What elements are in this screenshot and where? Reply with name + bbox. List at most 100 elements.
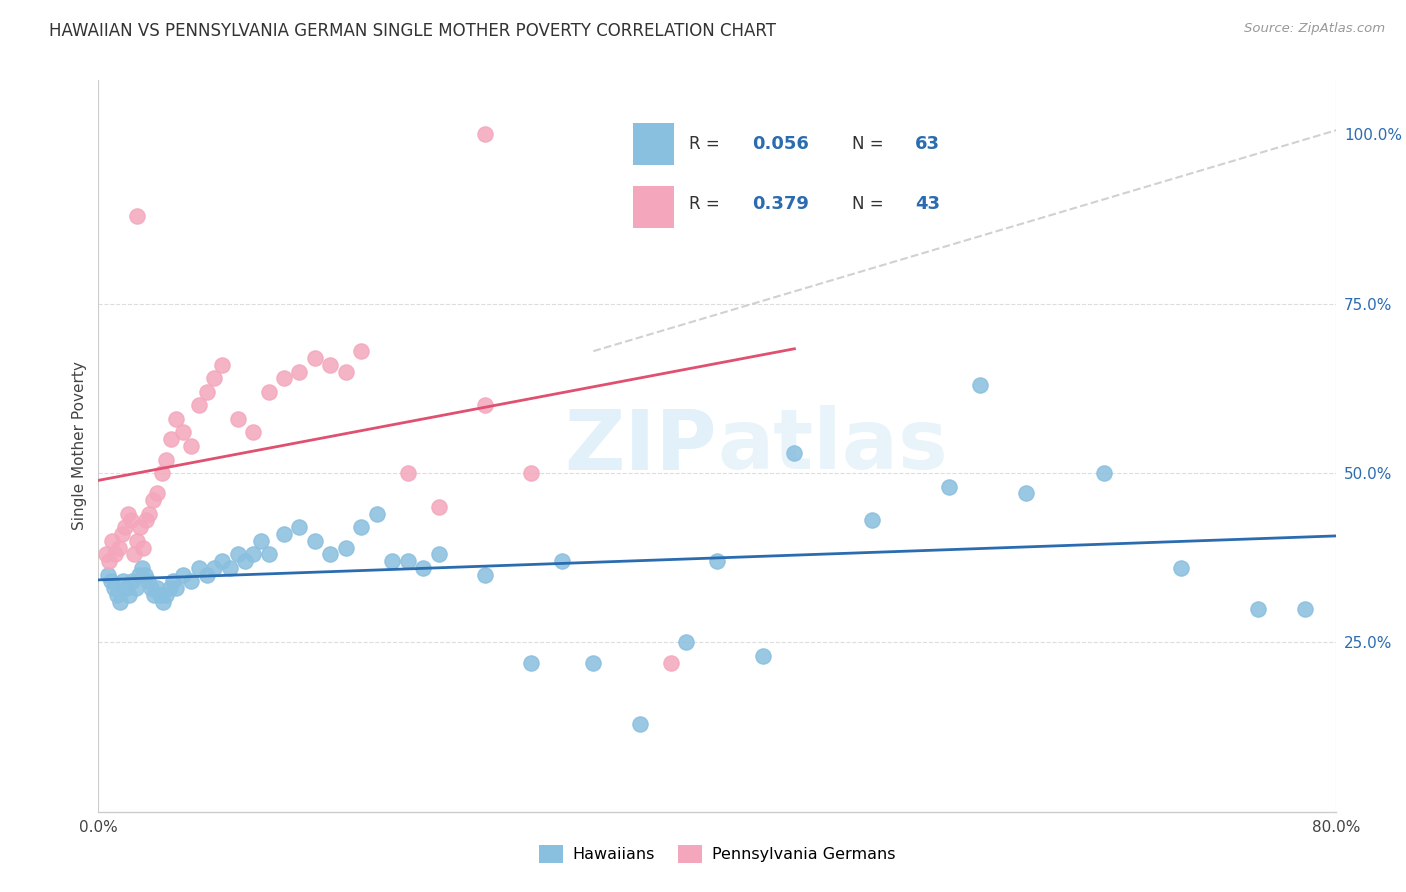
Point bbox=[396, 466, 419, 480]
Point bbox=[257, 547, 280, 561]
Text: R =: R = bbox=[689, 135, 724, 153]
Legend: Hawaiians, Pennsylvania Germans: Hawaiians, Pennsylvania Germans bbox=[533, 838, 901, 870]
Point bbox=[381, 554, 404, 568]
Text: 0.379: 0.379 bbox=[752, 195, 808, 213]
Point bbox=[149, 588, 172, 602]
Point bbox=[115, 581, 138, 595]
Text: ZIP: ZIP bbox=[565, 406, 717, 486]
Text: N =: N = bbox=[852, 135, 889, 153]
Point bbox=[319, 547, 342, 561]
Point bbox=[474, 567, 496, 582]
Point bbox=[159, 581, 181, 595]
Point bbox=[350, 344, 373, 359]
Point bbox=[180, 574, 202, 589]
Point bbox=[146, 581, 169, 595]
Point bbox=[412, 561, 434, 575]
Point bbox=[127, 209, 149, 223]
Point bbox=[111, 527, 134, 541]
Point bbox=[108, 595, 131, 609]
Point bbox=[204, 561, 226, 575]
Point bbox=[1092, 466, 1115, 480]
Point bbox=[120, 514, 142, 528]
Point bbox=[131, 561, 153, 575]
Point bbox=[173, 425, 195, 440]
Text: HAWAIIAN VS PENNSYLVANIA GERMAN SINGLE MOTHER POVERTY CORRELATION CHART: HAWAIIAN VS PENNSYLVANIA GERMAN SINGLE M… bbox=[49, 22, 776, 40]
Point bbox=[226, 412, 249, 426]
Point bbox=[118, 588, 141, 602]
Point bbox=[242, 547, 264, 561]
Point bbox=[273, 371, 295, 385]
Point bbox=[165, 581, 187, 595]
Point bbox=[152, 595, 174, 609]
Point bbox=[1015, 486, 1038, 500]
Point bbox=[104, 547, 127, 561]
Point bbox=[195, 384, 218, 399]
Point bbox=[427, 547, 450, 561]
Point bbox=[103, 581, 125, 595]
Point bbox=[628, 716, 651, 731]
Point bbox=[1294, 601, 1316, 615]
Point bbox=[143, 588, 166, 602]
Point bbox=[659, 656, 682, 670]
Point bbox=[860, 514, 883, 528]
Point bbox=[582, 656, 605, 670]
Point bbox=[396, 554, 419, 568]
Point bbox=[107, 541, 129, 555]
Point bbox=[969, 378, 991, 392]
Point bbox=[188, 561, 211, 575]
Point bbox=[204, 371, 226, 385]
Point bbox=[706, 554, 728, 568]
Text: Source: ZipAtlas.com: Source: ZipAtlas.com bbox=[1244, 22, 1385, 36]
Point bbox=[366, 507, 388, 521]
Point bbox=[96, 547, 118, 561]
Point bbox=[117, 507, 139, 521]
Point bbox=[304, 533, 326, 548]
Point bbox=[938, 480, 960, 494]
Point bbox=[335, 364, 357, 378]
Point bbox=[129, 520, 152, 534]
Point bbox=[97, 567, 120, 582]
Point bbox=[257, 384, 280, 399]
Point bbox=[162, 574, 184, 589]
Point bbox=[520, 656, 543, 670]
Point bbox=[135, 514, 157, 528]
Point bbox=[474, 398, 496, 412]
Point bbox=[350, 520, 373, 534]
Point bbox=[160, 432, 183, 446]
Point bbox=[139, 581, 162, 595]
Point bbox=[100, 574, 122, 589]
Point bbox=[273, 527, 295, 541]
Point bbox=[98, 554, 121, 568]
Text: 63: 63 bbox=[915, 135, 941, 153]
Point bbox=[211, 358, 233, 372]
Point bbox=[128, 567, 150, 582]
Point bbox=[242, 425, 264, 440]
Text: atlas: atlas bbox=[717, 406, 948, 486]
Text: 0.056: 0.056 bbox=[752, 135, 808, 153]
Point bbox=[136, 574, 159, 589]
Point bbox=[1247, 601, 1270, 615]
Point bbox=[155, 452, 177, 467]
Point bbox=[520, 466, 543, 480]
Point bbox=[474, 128, 496, 142]
Point bbox=[138, 507, 160, 521]
Point bbox=[250, 533, 273, 548]
Point bbox=[101, 533, 124, 548]
Point bbox=[188, 398, 211, 412]
Point bbox=[105, 588, 128, 602]
Text: R =: R = bbox=[689, 195, 724, 213]
Point bbox=[335, 541, 357, 555]
Text: N =: N = bbox=[852, 195, 889, 213]
Point bbox=[146, 486, 169, 500]
FancyBboxPatch shape bbox=[633, 186, 673, 228]
Point bbox=[180, 439, 202, 453]
Point bbox=[150, 466, 173, 480]
Y-axis label: Single Mother Poverty: Single Mother Poverty bbox=[72, 361, 87, 531]
Point bbox=[211, 554, 233, 568]
Point bbox=[122, 547, 145, 561]
FancyBboxPatch shape bbox=[633, 123, 673, 165]
Point bbox=[195, 567, 218, 582]
Point bbox=[132, 541, 155, 555]
Point bbox=[304, 351, 326, 365]
Text: 43: 43 bbox=[915, 195, 941, 213]
